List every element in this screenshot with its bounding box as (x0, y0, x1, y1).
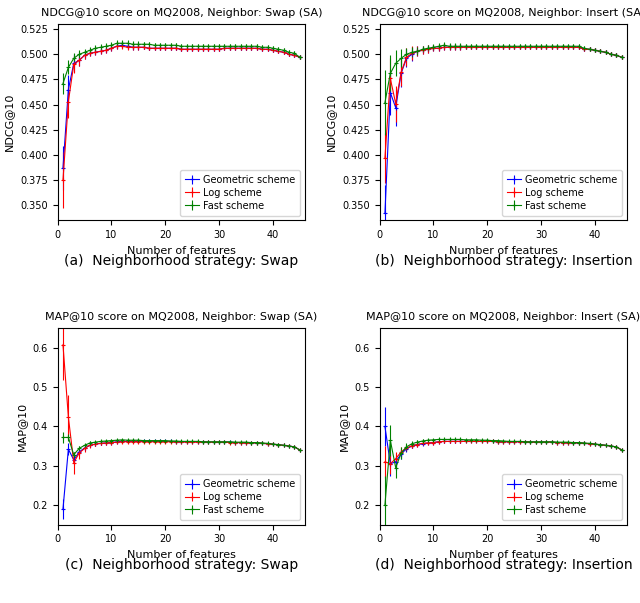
X-axis label: Number of features: Number of features (127, 245, 236, 256)
Text: (a)  Neighborhood strategy: Swap: (a) Neighborhood strategy: Swap (64, 253, 298, 268)
X-axis label: Number of features: Number of features (449, 550, 558, 560)
Y-axis label: NDCG@10: NDCG@10 (326, 93, 337, 151)
Legend: Geometric scheme, Log scheme, Fast scheme: Geometric scheme, Log scheme, Fast schem… (180, 170, 300, 215)
Title: MAP@10 score on MQ2008, Neighbor: Swap (SA): MAP@10 score on MQ2008, Neighbor: Swap (… (45, 312, 317, 322)
Legend: Geometric scheme, Log scheme, Fast scheme: Geometric scheme, Log scheme, Fast schem… (502, 170, 622, 215)
Y-axis label: MAP@10: MAP@10 (339, 402, 349, 451)
Y-axis label: MAP@10: MAP@10 (17, 402, 27, 451)
X-axis label: Number of features: Number of features (127, 550, 236, 560)
Title: NDCG@10 score on MQ2008, Neighbor: Insert (SA): NDCG@10 score on MQ2008, Neighbor: Inser… (362, 8, 640, 17)
Title: NDCG@10 score on MQ2008, Neighbor: Swap (SA): NDCG@10 score on MQ2008, Neighbor: Swap … (41, 8, 322, 17)
Legend: Geometric scheme, Log scheme, Fast scheme: Geometric scheme, Log scheme, Fast schem… (502, 474, 622, 520)
Text: (c)  Neighborhood strategy: Swap: (c) Neighborhood strategy: Swap (65, 558, 298, 572)
Y-axis label: NDCG@10: NDCG@10 (4, 93, 15, 151)
Title: MAP@10 score on MQ2008, Neighbor: Insert (SA): MAP@10 score on MQ2008, Neighbor: Insert… (366, 312, 640, 322)
Text: (d)  Neighborhood strategy: Insertion: (d) Neighborhood strategy: Insertion (374, 558, 632, 572)
Text: (b)  Neighborhood strategy: Insertion: (b) Neighborhood strategy: Insertion (374, 253, 632, 268)
Legend: Geometric scheme, Log scheme, Fast scheme: Geometric scheme, Log scheme, Fast schem… (180, 474, 300, 520)
X-axis label: Number of features: Number of features (449, 245, 558, 256)
